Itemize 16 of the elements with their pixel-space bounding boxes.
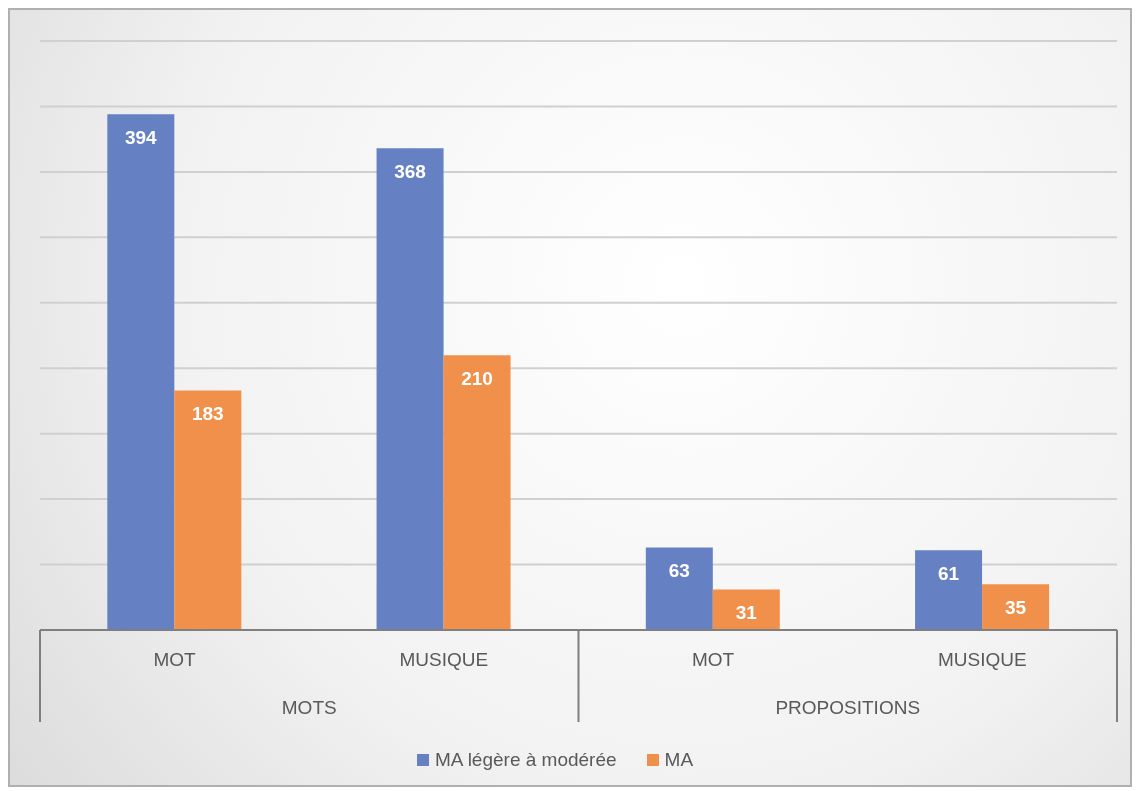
legend-label: MA légère à modérée xyxy=(434,749,617,771)
data-label: 183 xyxy=(191,402,224,424)
data-label: 35 xyxy=(1004,596,1027,618)
data-label: 63 xyxy=(668,560,690,582)
x-tick-label: MOT xyxy=(692,649,735,670)
data-label: 31 xyxy=(735,601,758,623)
data-label: 61 xyxy=(937,562,960,584)
x-tick-label: MUSIQUE xyxy=(938,649,1027,670)
text: PROPOSITIONS xyxy=(775,697,921,718)
x-tick-label: MOT xyxy=(153,649,197,670)
x-tick-label: MUSIQUE xyxy=(399,649,489,670)
legend-label: MA xyxy=(664,749,694,771)
data-label: 210 xyxy=(461,367,493,389)
data-label: 368 xyxy=(394,160,426,182)
text: MOTS xyxy=(281,697,337,718)
data-label: 394 xyxy=(124,126,158,148)
